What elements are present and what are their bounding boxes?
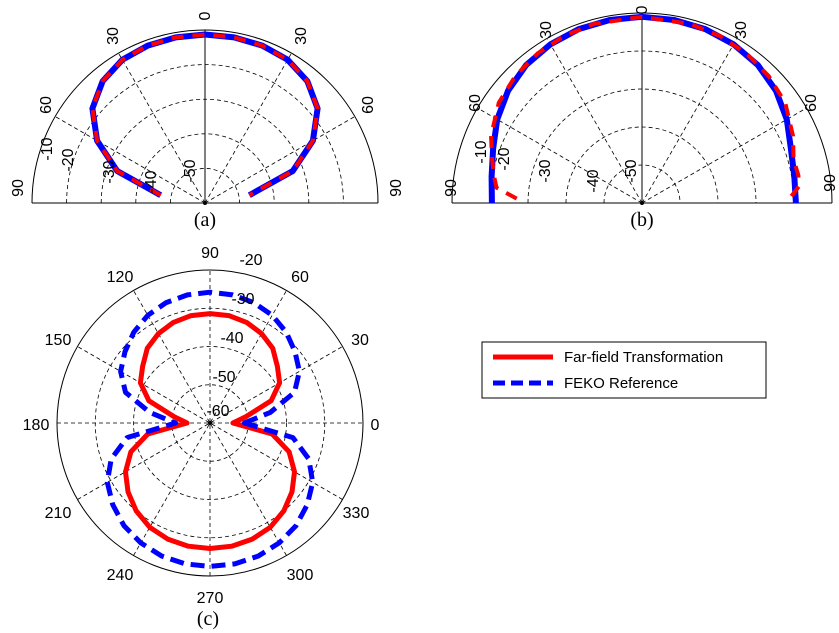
- panel-c-series: [104, 289, 316, 569]
- b-angle-tick-90-right: 90: [822, 174, 839, 192]
- legend-label-far-field: Far-field Transformation: [564, 349, 723, 366]
- a-caption: (a): [194, 209, 216, 231]
- a-radial-tick-20: -20: [60, 148, 77, 171]
- panel-a-polar-plot: 0 30 60 90 30 60 90 -10 -20 -30 -40 -50 …: [10, 11, 405, 231]
- b-series-far-field: [489, 14, 801, 201]
- a-angle-tick-90-left: 90: [10, 179, 27, 197]
- c-grid-spoke: [77, 346, 343, 500]
- c-angle-tick-330: 330: [343, 505, 370, 522]
- b-grid-spoke: [477, 107, 643, 204]
- a-grid-ring: [170, 168, 240, 204]
- b-radial-tick-10: -10: [473, 140, 490, 163]
- panel-a-series: [89, 31, 321, 198]
- b-center-dot: [640, 201, 644, 205]
- b-caption: (b): [630, 209, 653, 231]
- legend-label-feko: FEKO Reference: [564, 375, 678, 392]
- b-grid-spoke: [546, 38, 643, 204]
- a-angle-tick-90-right: 90: [388, 179, 405, 197]
- panel-b-grid: [451, 12, 833, 205]
- b-angle-tick-30-right: 30: [733, 21, 750, 39]
- b-radial-tick-30: -30: [537, 159, 554, 182]
- b-angle-tick-60-left: 60: [467, 94, 484, 112]
- c-angle-tick-60: 60: [291, 269, 309, 286]
- b-angle-tick-0: 0: [634, 5, 651, 14]
- c-angle-tick-270: 270: [197, 590, 224, 607]
- c-angle-tick-180: 180: [23, 417, 50, 434]
- a-grid-spoke: [204, 116, 356, 204]
- a-angle-tick-0: 0: [197, 11, 214, 20]
- a-grid-spoke: [204, 52, 292, 204]
- panel-b-series: [488, 13, 801, 204]
- a-angle-tick-30-left: 30: [105, 27, 122, 45]
- b-radial-tick-40: -40: [585, 169, 602, 192]
- b-grid-spoke: [641, 107, 807, 204]
- b-angle-tick-30-left: 30: [538, 21, 555, 39]
- c-angle-tick-240: 240: [107, 567, 134, 584]
- c-angle-tick-0: 0: [371, 417, 380, 434]
- panel-b-polar-plot: 0 30 60 90 30 60 90 -10 -20 -30 -40 -50 …: [443, 5, 839, 231]
- c-radial-tick-30: -30: [231, 291, 254, 308]
- a-grid-spoke: [54, 116, 206, 204]
- a-angle-tick-60-left: 60: [38, 96, 55, 114]
- a-series-far-field: [90, 32, 320, 197]
- c-angle-tick-150: 150: [45, 332, 72, 349]
- a-angle-tick-60-right: 60: [360, 96, 377, 114]
- a-center-dot: [203, 201, 207, 205]
- legend: Far-field Transformation FEKO Reference: [481, 341, 767, 399]
- c-angle-tick-210: 210: [45, 505, 72, 522]
- a-radial-tick-40: -40: [143, 170, 160, 193]
- b-grid-spoke: [641, 38, 738, 204]
- a-radial-tick-30: -30: [101, 160, 118, 183]
- b-angle-tick-60-right: 60: [803, 94, 820, 112]
- c-series-far-field: [123, 311, 297, 551]
- a-radial-tick-10: -10: [39, 137, 56, 160]
- a-radial-tick-50: -50: [182, 159, 199, 182]
- c-angle-tick-30: 30: [351, 332, 369, 349]
- a-grid-spoke: [118, 52, 206, 204]
- c-angle-tick-300: 300: [287, 567, 314, 584]
- a-angle-tick-30-right: 30: [293, 27, 310, 45]
- c-angle-tick-120: 120: [107, 269, 134, 286]
- c-radial-tick-50: -50: [212, 369, 235, 386]
- b-radial-tick-50: -50: [623, 159, 640, 182]
- c-caption: (c): [197, 608, 219, 630]
- c-radial-tick-20: -20: [239, 252, 262, 269]
- b-angle-tick-90-left: 90: [443, 179, 460, 197]
- c-grid-ring: [133, 346, 287, 500]
- panel-c-polar-plot: 90 60 30 0 330 300 270 240 210 180 150 1…: [23, 245, 380, 630]
- c-radial-tick-60: -60: [206, 403, 229, 420]
- b-radial-tick-20: -20: [496, 147, 513, 170]
- panel-a-grid: [31, 29, 379, 205]
- c-radial-tick-40: -40: [220, 330, 243, 347]
- c-center-dot: [208, 421, 212, 425]
- c-angle-tick-90: 90: [201, 245, 219, 262]
- c-series-feko: [104, 289, 316, 569]
- legend-box: [481, 341, 767, 399]
